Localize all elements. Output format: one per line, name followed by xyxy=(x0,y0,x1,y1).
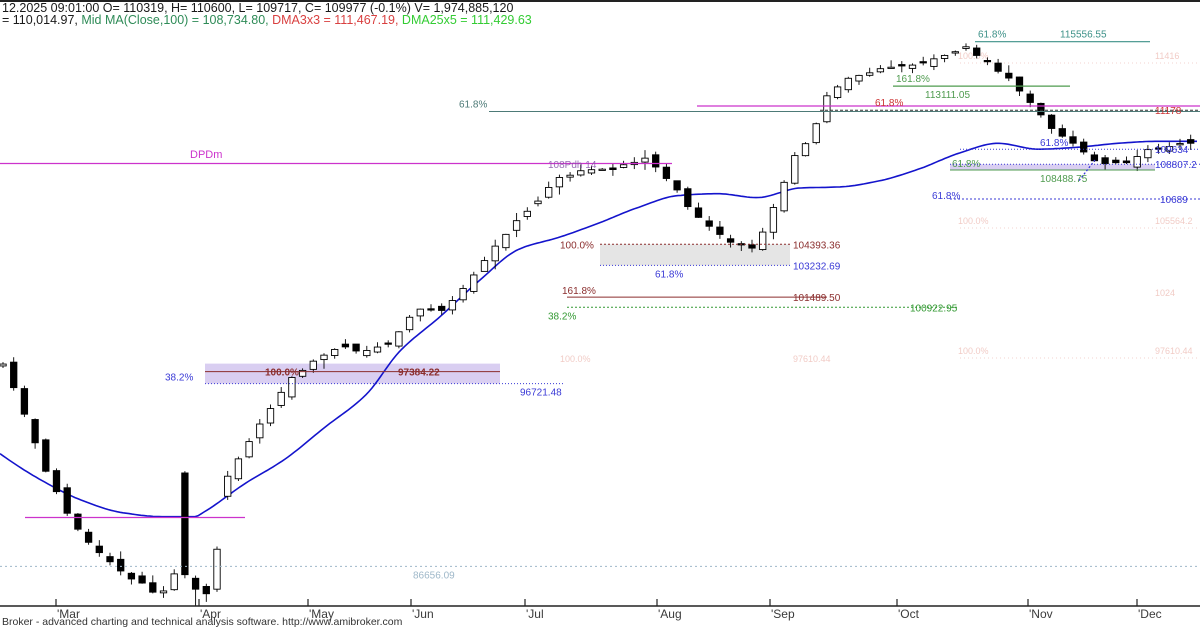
svg-text:108Pdh 14: 108Pdh 14 xyxy=(548,160,597,171)
svg-text:10689: 10689 xyxy=(1160,195,1188,206)
svg-text:100922.95: 100922.95 xyxy=(910,303,958,314)
svg-text:104393.36: 104393.36 xyxy=(793,240,841,251)
svg-text:100.0%: 100.0% xyxy=(958,216,989,226)
svg-text:100.0%: 100.0% xyxy=(265,368,299,379)
svg-text:38.2%: 38.2% xyxy=(165,373,193,384)
svg-text:38.2%: 38.2% xyxy=(548,311,576,322)
svg-text:61.8%: 61.8% xyxy=(932,191,960,202)
svg-text:61.8%: 61.8% xyxy=(978,30,1006,41)
svg-text:103232.69: 103232.69 xyxy=(793,261,841,272)
svg-text:61.8%: 61.8% xyxy=(459,100,487,111)
svg-text:1024: 1024 xyxy=(1155,288,1175,298)
svg-text:113111.05: 113111.05 xyxy=(925,90,970,101)
svg-text:100.0%: 100.0% xyxy=(958,346,989,356)
svg-text:101489.50: 101489.50 xyxy=(793,293,841,304)
svg-text:100.0%: 100.0% xyxy=(560,240,594,251)
svg-text:11416: 11416 xyxy=(1155,51,1179,61)
svg-text:96721.48: 96721.48 xyxy=(520,388,562,399)
svg-text:115556.55: 115556.55 xyxy=(1060,30,1107,41)
svg-text:108807.2: 108807.2 xyxy=(1155,160,1197,171)
svg-text:161.8%: 161.8% xyxy=(562,286,596,297)
svg-text:105564.2: 105564.2 xyxy=(1155,216,1193,226)
svg-text:61.8%: 61.8% xyxy=(655,269,683,280)
svg-text:11178: 11178 xyxy=(1155,106,1182,117)
svg-text:97384.22: 97384.22 xyxy=(398,368,440,379)
svg-text:61.8%: 61.8% xyxy=(1040,138,1068,149)
svg-text:161.8%: 161.8% xyxy=(896,74,930,85)
svg-text:109634: 109634 xyxy=(1155,145,1189,156)
svg-text:100.0%: 100.0% xyxy=(560,354,591,364)
svg-text:97610.44: 97610.44 xyxy=(1155,346,1193,356)
svg-text:97610.44: 97610.44 xyxy=(793,354,831,364)
svg-text:61.8%: 61.8% xyxy=(875,98,903,109)
svg-text:86656.09: 86656.09 xyxy=(413,570,455,581)
svg-text:DPDm: DPDm xyxy=(190,149,222,161)
